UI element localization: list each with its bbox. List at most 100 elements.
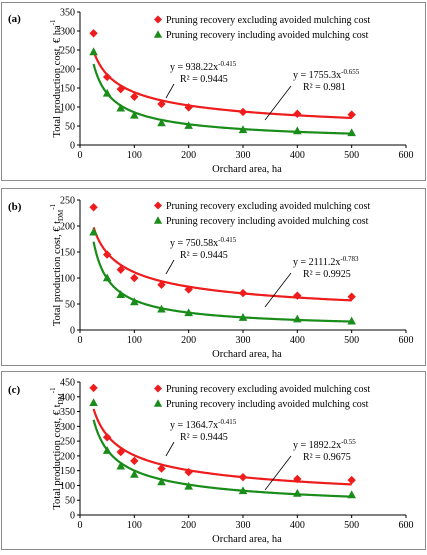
trendline-series-1 [92,227,352,302]
x-tick-label: 500 [344,520,359,531]
y-tick-label: 100 [60,103,75,114]
y-tick-label: 100 [60,274,75,285]
data-point-series-2 [102,88,112,97]
data-point-series-2 [347,128,356,137]
trend-r2-series-1: R² = 0.9445 [180,74,228,85]
data-point-series-1 [184,103,193,112]
x-tick-label: 200 [181,150,196,161]
equation-leader-line [264,272,292,308]
trendline-series-1 [92,50,352,120]
data-point-series-1 [347,292,356,301]
data-point-series-2 [238,486,248,495]
x-tick-label: 500 [344,335,359,346]
data-point-series-2 [157,477,166,486]
data-point-series-2 [116,103,126,112]
trendline-series-2 [92,241,352,323]
y-tick-label: 0 [70,511,75,522]
trendline-series-2 [92,419,352,498]
x-tick-label: 300 [236,520,251,531]
legend-label-series-1: Pruning recovery excluding avoided mulch… [166,384,370,395]
data-point-series-2 [116,290,126,298]
data-point-series-1 [157,464,166,473]
panel-label: (c) [8,384,21,396]
data-point-series-2 [184,121,193,129]
data-point-series-2 [130,470,139,478]
legend-label-series-2: Pruning recovery including avoided mulch… [166,216,369,227]
x-tick-label: 400 [290,520,305,531]
y-tick-label: 350 [60,407,75,418]
trend-equation-series-2: y = 1892.2x-0.55 [293,438,356,451]
x-tick-label: 0 [78,335,83,346]
data-point-series-2 [293,126,302,135]
trend-equation-series-2: y = 1755.3x-0.655 [293,68,360,81]
data-point-series-1 [130,273,139,283]
legend-marker-series-1 [154,201,162,210]
y-axis-label-text: Total production cost, € ha [52,25,63,137]
x-tick-label: 200 [181,335,196,346]
x-tick-label: 400 [290,150,305,161]
data-point-series-1 [238,107,248,117]
y-tick-label: 200 [60,222,75,233]
data-point-series-2 [89,47,98,56]
data-point-series-1 [89,203,98,212]
data-point-series-1 [238,288,248,298]
y-tick-label: 200 [60,451,75,462]
trend-equation-exponent: -0.415 [218,418,237,426]
y-tick-label: 200 [60,65,75,76]
data-point-series-1 [89,29,98,38]
panel-label: (b) [8,201,22,213]
legend-label-series-1: Pruning recovery excluding avoided mulch… [166,201,370,212]
data-point-series-2 [184,308,193,317]
equation-leader-line [165,441,175,457]
legend-marker-series-1 [154,15,162,24]
panel-frame [1,188,426,366]
x-tick-label: 300 [236,335,251,346]
data-point-series-2 [157,118,166,127]
trend-r2-series-2: R² = 0.9675 [303,452,351,463]
x-axis-label: Orchard area, ha [212,164,282,175]
legend-label-series-2: Pruning recovery including avoided mulch… [166,399,369,410]
trend-r2-series-2: R² = 0.9925 [303,269,351,280]
equation-leader-line [264,455,292,491]
trend-r2-series-2: R² = 0.981 [303,82,346,93]
data-point-series-2 [89,398,98,406]
trend-equation-exponent: -0.415 [218,60,237,68]
x-tick-label: 200 [181,520,196,531]
y-tick-label: 300 [60,422,75,433]
equation-leader-line [264,85,292,121]
chart-panel-a: (a) 0 50 100 150 200 250 300 350 0 100 200 300 400 500… [1,2,426,181]
x-axis-label: Orchard area, ha [212,349,282,360]
panel-frame [1,2,426,181]
trend-equation-exponent: -0.655 [341,68,360,76]
x-tick-label: 100 [127,335,142,346]
data-point-series-1 [102,433,112,442]
panel-frame [1,371,426,550]
y-tick-label: 150 [60,466,75,477]
data-point-series-1 [293,109,302,119]
data-point-series-2 [157,304,166,313]
data-point-series-1 [347,110,356,119]
y-tick-label: 100 [60,481,75,492]
data-point-series-1 [116,447,125,457]
y-axis-label: Total production cost, € tDM-1 [49,387,65,510]
y-axis-label: Total production cost, € ha-1 [49,19,63,137]
data-point-series-2 [238,313,248,321]
y-tick-label: 250 [60,46,75,57]
data-point-series-1 [293,474,302,484]
y-axis-label-subscript: DM [57,392,65,404]
data-point-series-1 [116,84,125,94]
trend-equation-series-1: y = 750.58x-0.415 [170,236,237,249]
data-point-series-2 [347,316,356,325]
trend-equation-text: y = 1892.2x [293,440,341,451]
legend-label-series-1: Pruning recovery excluding avoided mulch… [166,15,370,26]
data-point-series-2 [89,227,98,236]
trend-equation-text: y = 2111.2x [293,257,340,268]
x-tick-label: 0 [78,150,83,161]
trend-equation-text: y = 750.58x [170,238,218,249]
trend-equation-exponent: -0.783 [340,255,359,263]
data-point-series-2 [130,297,139,306]
x-tick-label: 500 [344,150,359,161]
trend-equation-series-1: y = 1364.7x-0.415 [170,418,237,431]
data-point-series-1 [238,472,248,482]
